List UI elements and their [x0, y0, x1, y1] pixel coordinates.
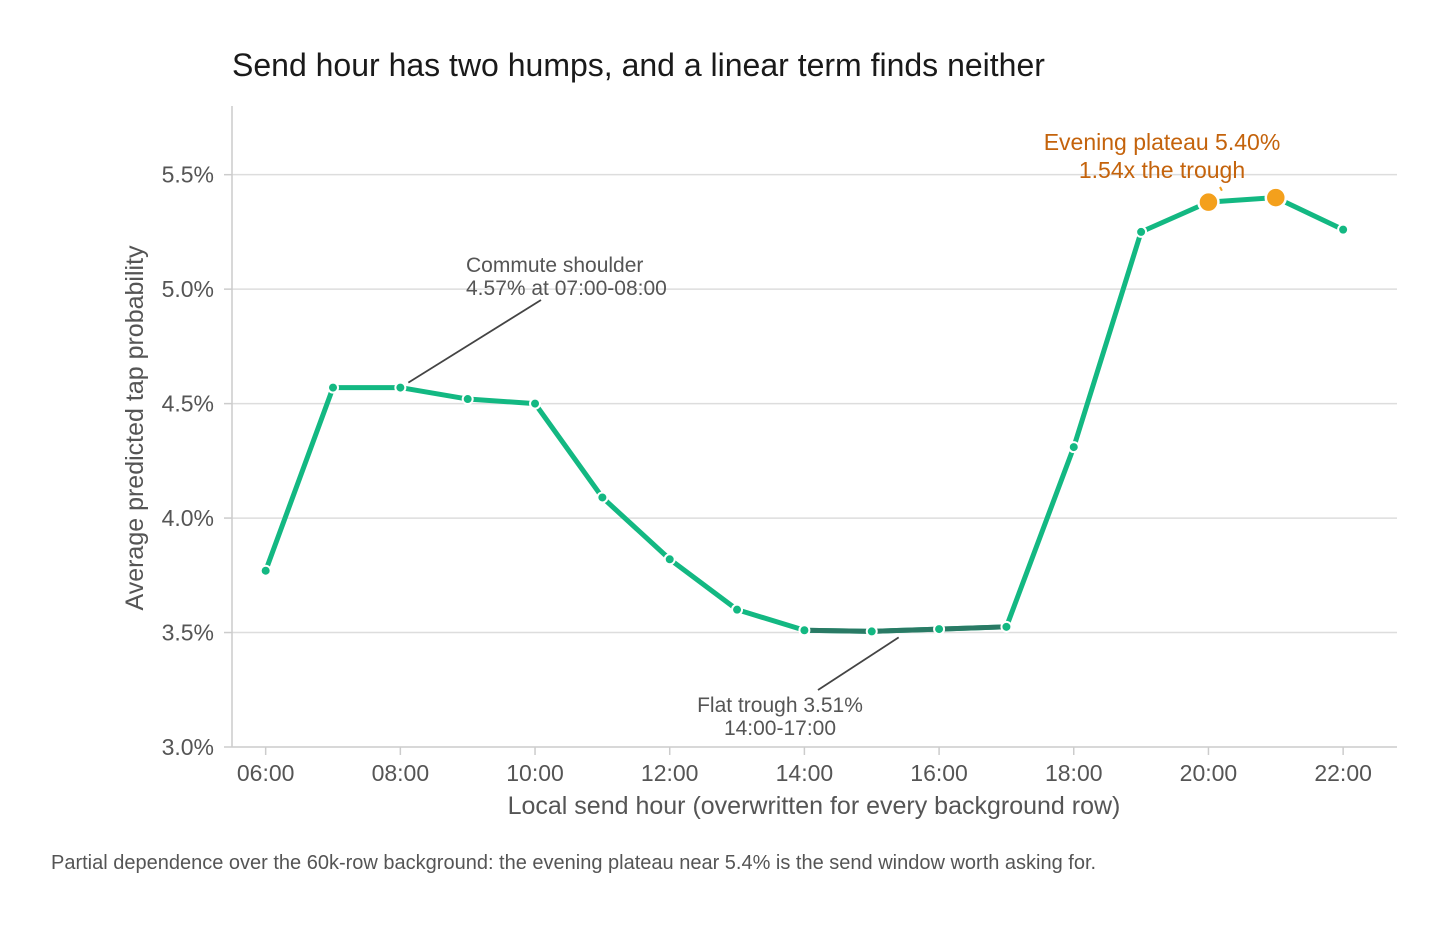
data-point [865, 625, 878, 638]
annotation-trough-line: Flat trough 3.51% [697, 694, 863, 717]
x-axis-label: Local send hour (overwritten for every b… [508, 792, 1121, 820]
annotation-evening-line: 1.54x the trough [1079, 157, 1245, 183]
annotation-trough-line: 14:00-17:00 [724, 717, 836, 740]
data-point [327, 381, 340, 394]
data-point [731, 603, 744, 616]
y-tick-label: 3.5% [162, 620, 214, 646]
data-point [529, 397, 542, 410]
data-point [1135, 225, 1148, 238]
x-tick-label: 10:00 [506, 760, 564, 786]
x-tick-label: 08:00 [372, 760, 430, 786]
data-point [461, 393, 474, 406]
annotation-commute-line: Commute shoulder [466, 254, 643, 277]
x-tick-label: 18:00 [1045, 760, 1103, 786]
annotation-leader-evening [1219, 186, 1223, 192]
y-tick-label: 5.0% [162, 276, 214, 302]
trough-segment [801, 624, 1009, 634]
y-tick-label: 5.5% [162, 162, 214, 188]
y-tick-label: 3.0% [162, 734, 214, 760]
highlight-point [1197, 190, 1220, 214]
annotation-leader-trough [817, 636, 900, 691]
x-axis-ticks: 06:00 08:00 10:00 12:00 14:00 16:00 18:00 20:00… [237, 747, 1372, 786]
data-point [259, 564, 272, 577]
series-line [263, 195, 1346, 634]
data-point [394, 381, 407, 394]
grid-lines [232, 173, 1397, 634]
data-point [798, 624, 811, 637]
series-tap-probability [263, 195, 1346, 634]
data-point [596, 491, 609, 504]
data-point [1067, 441, 1080, 454]
chart-caption: Partial dependence over the 60k-row back… [51, 852, 1097, 874]
data-point [1000, 620, 1013, 633]
highlight-point [1264, 186, 1288, 209]
x-tick-label: 16:00 [910, 760, 968, 786]
y-tick-label: 4.5% [162, 391, 214, 417]
x-tick-label: 06:00 [237, 760, 295, 786]
annotation-commute-line: 4.57% at 07:00-08:00 [466, 277, 667, 300]
x-tick-label: 12:00 [641, 760, 699, 786]
data-points [259, 186, 1350, 638]
chart-title: Send hour has two humps, and a linear te… [232, 47, 1045, 83]
x-tick-label: 20:00 [1180, 760, 1238, 786]
x-tick-label: 14:00 [776, 760, 834, 786]
data-point [933, 623, 946, 636]
data-point [1337, 223, 1350, 236]
y-axis-label: Average predicted tap probability [121, 245, 149, 611]
annotation-evening-line: Evening plateau 5.40% [1044, 129, 1281, 155]
annotation-leader-commute [407, 299, 542, 384]
y-tick-label: 4.0% [162, 505, 214, 531]
x-tick-label: 22:00 [1314, 760, 1372, 786]
data-point [663, 553, 676, 566]
y-axis-ticks: 3.0% 3.5% 4.0% 4.5% 5.0% 5.5% [162, 162, 232, 760]
